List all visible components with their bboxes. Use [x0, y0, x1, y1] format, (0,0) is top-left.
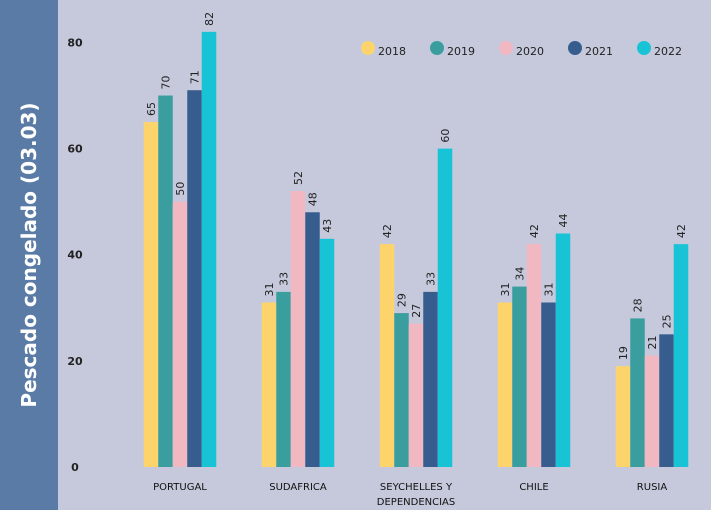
bar	[394, 313, 409, 467]
y-tick-label: 40	[67, 249, 83, 262]
bar	[644, 355, 660, 467]
legend-label: 2021	[585, 45, 613, 58]
bar	[437, 148, 453, 467]
bar	[305, 212, 320, 467]
data-label: 34	[514, 267, 527, 281]
data-label: 42	[675, 224, 688, 238]
legend-swatch	[568, 41, 582, 55]
legend-swatch	[499, 41, 513, 55]
data-label: 31	[543, 282, 556, 296]
bar	[555, 233, 571, 467]
bar	[187, 90, 202, 467]
bar	[261, 302, 277, 467]
bar	[319, 238, 335, 467]
data-label: 27	[410, 304, 423, 318]
legend-swatch	[430, 41, 444, 55]
bar	[526, 244, 542, 467]
data-label: 21	[646, 336, 659, 350]
x-tick-label: SEYCHELLES Y DEPENDENCIAS	[376, 482, 456, 508]
data-label: 44	[557, 214, 570, 228]
bar	[201, 31, 217, 467]
y-tick-label: 20	[67, 355, 83, 368]
bar	[276, 291, 291, 467]
data-label: 33	[425, 272, 438, 286]
y-tick-label: 80	[67, 36, 83, 49]
data-label: 31	[499, 282, 512, 296]
bar	[143, 122, 159, 467]
data-label: 19	[617, 346, 630, 360]
data-label: 28	[632, 298, 645, 312]
data-label: 31	[263, 282, 276, 296]
bar	[379, 244, 395, 467]
legend-label: 2019	[447, 45, 475, 58]
data-label: 52	[292, 171, 305, 185]
bar	[541, 302, 556, 467]
x-tick-label: PORTUGAL	[153, 482, 207, 493]
y-tick-label: 0	[71, 461, 79, 474]
bar	[497, 302, 513, 467]
x-tick-label: CHILE	[519, 482, 549, 493]
bar	[158, 95, 173, 467]
bar	[659, 334, 674, 467]
data-label: 42	[528, 224, 541, 238]
data-label: 42	[381, 224, 394, 238]
legend-label: 2020	[516, 45, 544, 58]
data-label: 29	[396, 293, 409, 307]
bar	[290, 191, 306, 467]
data-label: 71	[189, 70, 202, 84]
data-label: 43	[321, 219, 334, 233]
data-label: 82	[203, 12, 216, 26]
bar	[172, 201, 188, 467]
legend-swatch	[361, 41, 375, 55]
x-tick-label: SUDAFRICA	[269, 482, 327, 493]
bar	[423, 291, 438, 467]
data-label: 70	[160, 76, 173, 90]
legend-label: 2018	[378, 45, 406, 58]
bar	[630, 318, 645, 467]
data-label: 50	[174, 182, 187, 196]
legend-swatch	[637, 41, 651, 55]
bar	[615, 366, 631, 467]
data-label: 60	[439, 129, 452, 143]
bar	[512, 286, 527, 467]
x-tick-label: RUSIA	[636, 482, 668, 493]
bar	[673, 244, 689, 467]
data-label: 25	[661, 314, 674, 328]
bar	[408, 323, 424, 467]
legend-label: 2022	[654, 45, 682, 58]
data-label: 65	[145, 102, 158, 116]
side-band: Pescado congelado (03.03)	[0, 0, 58, 510]
data-label: 48	[307, 192, 320, 206]
y-tick-label: 60	[67, 143, 83, 156]
data-label: 33	[278, 272, 291, 286]
